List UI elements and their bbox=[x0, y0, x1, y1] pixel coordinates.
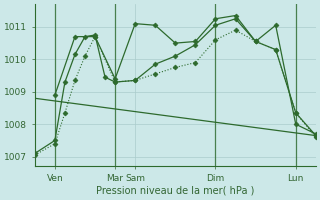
X-axis label: Pression niveau de la mer( hPa ): Pression niveau de la mer( hPa ) bbox=[96, 186, 254, 196]
